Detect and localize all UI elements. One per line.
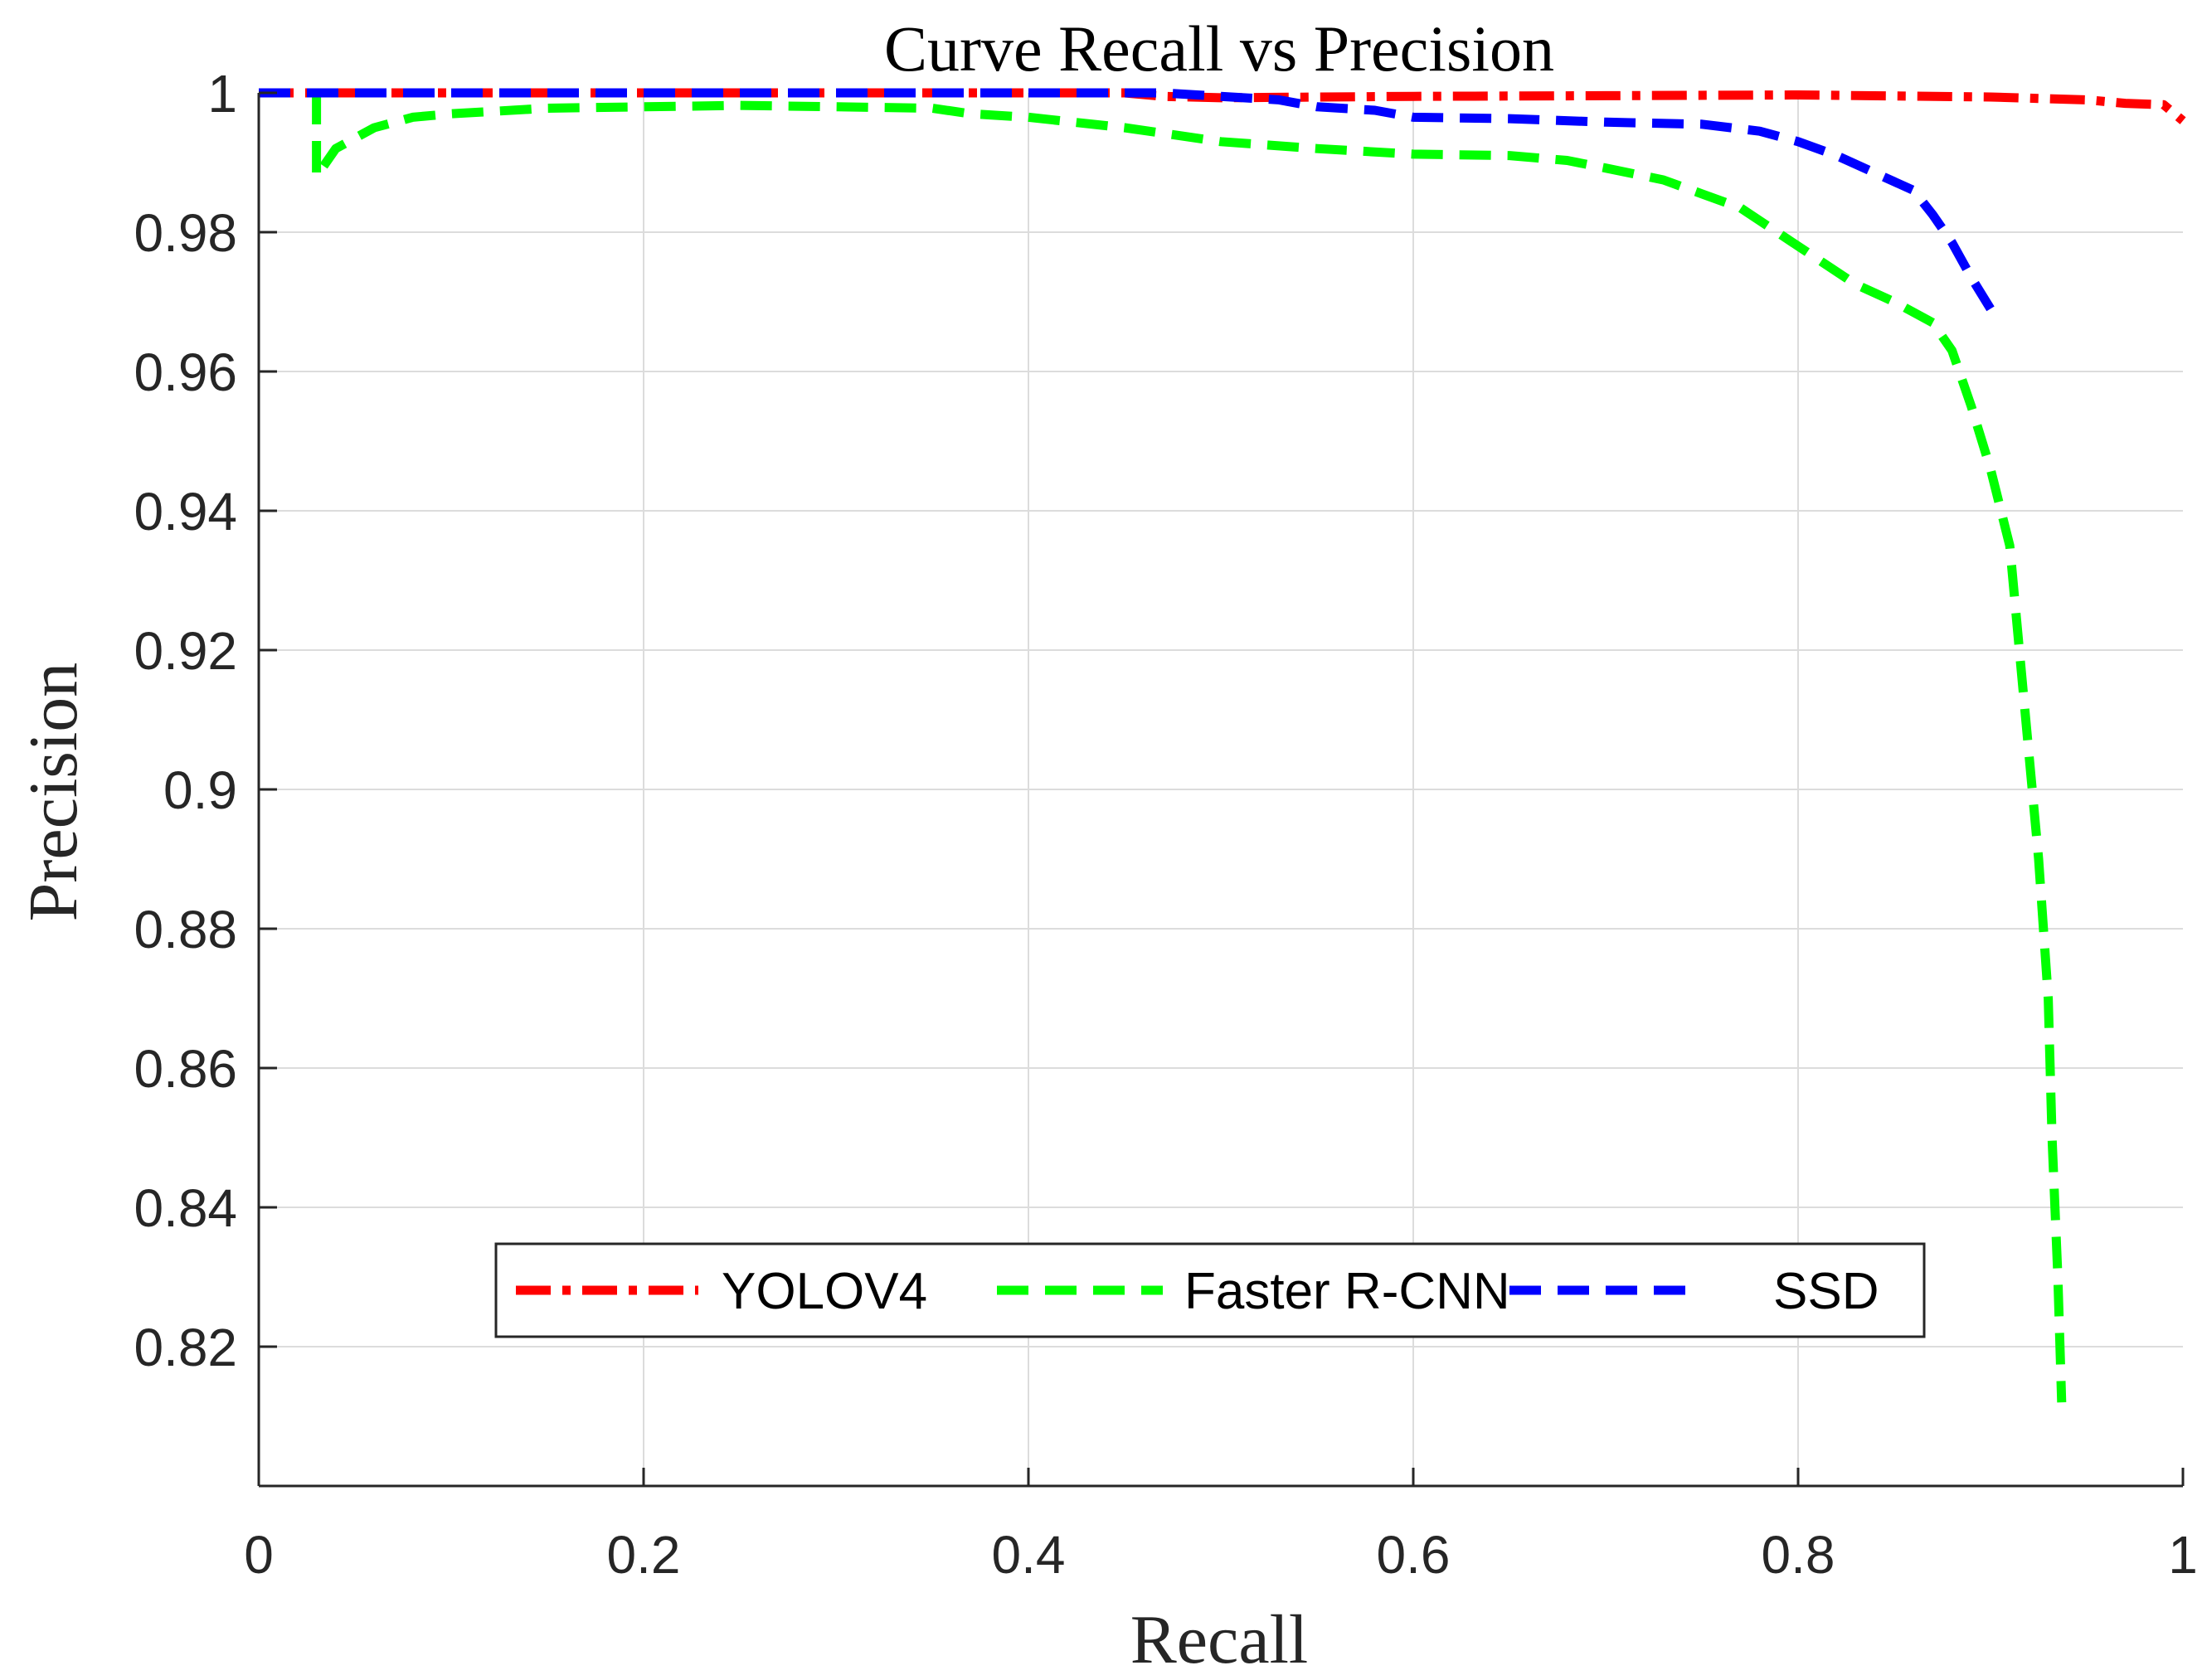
legend-label: YOLOV4: [722, 1263, 927, 1320]
y-tick-label: 0.88: [134, 900, 237, 959]
y-tick-label: 0.86: [134, 1039, 237, 1099]
y-tick-label: 0.9: [163, 760, 237, 820]
x-tick-label: 1: [2168, 1525, 2198, 1585]
y-tick-label: 0.98: [134, 203, 237, 263]
x-tick-label: 0.6: [1377, 1525, 1451, 1585]
axes: [257, 91, 2185, 1488]
y-tick-label: 0.82: [134, 1318, 237, 1377]
legend-label: SSD: [1773, 1263, 1879, 1320]
legend: YOLOV4 Faster R-CNN SSD: [494, 1242, 1926, 1338]
series-line-faster-r-cnn: [312, 93, 2067, 1403]
x-tick-label: 0.8: [1762, 1525, 1835, 1585]
y-tick-label: 1: [207, 64, 237, 124]
x-tick-label: 0.2: [607, 1525, 681, 1585]
series-line-ssd: [259, 88, 1995, 312]
series-lines: [259, 88, 2186, 1403]
y-tick-label: 0.94: [134, 482, 237, 541]
legend-box: [494, 1242, 1926, 1338]
tick-labels: 0 0.2 0.4 0.6 0.8 1 0.82 0.84 0.86 0.88 0.9 0.92 0.9…: [134, 64, 2197, 1585]
chart-title: Curve Recall vs Precision: [884, 12, 1554, 85]
x-tick-label: 0: [244, 1525, 274, 1585]
y-tick-label: 0.92: [134, 621, 237, 681]
y-axis-label: Precision: [15, 663, 92, 922]
y-tick-label: 0.96: [134, 342, 237, 402]
x-axis-label: Recall: [1130, 1601, 1309, 1678]
legend-label: Faster R-CNN: [1184, 1263, 1510, 1320]
y-tick-label: 0.84: [134, 1178, 237, 1238]
grid: [259, 93, 2183, 1486]
x-tick-label: 0.4: [992, 1525, 1066, 1585]
